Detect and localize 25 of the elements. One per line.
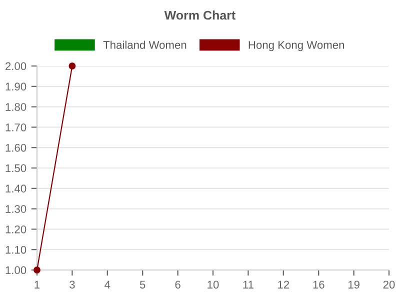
y-tick-label: 1.40 — [6, 184, 26, 193]
x-tick-label: 11 — [243, 280, 254, 288]
x-tick-label: 5 — [140, 280, 146, 289]
x-tick-label: 12 — [278, 280, 290, 288]
y-tick-label: 1.50 — [6, 164, 26, 172]
y-tick-label: 1.80 — [6, 103, 26, 111]
x-tick-label: 6 — [175, 280, 180, 289]
x-tick-label: 16 — [313, 280, 324, 289]
y-tick-label: 1.20 — [6, 225, 26, 234]
y-tick-label: 2.00 — [6, 62, 26, 70]
y-tick-label: 1.70 — [6, 123, 26, 132]
x-tick-label: 3 — [70, 280, 75, 289]
x-tick-label: 1 — [34, 280, 40, 288]
y-tick-label: 1.90 — [6, 82, 26, 91]
x-tick-label: 19 — [348, 280, 360, 289]
legend-label: Hong Kong Women — [248, 41, 344, 52]
x-tick-label: 4 — [104, 280, 110, 288]
y-tick-label: 1.60 — [6, 144, 26, 152]
legend-label: Thailand Women — [103, 40, 186, 49]
y-tick-label: 1.30 — [6, 205, 26, 213]
x-tick-label: 20 — [383, 280, 395, 289]
chart-title: Worm Chart — [164, 10, 236, 20]
y-tick-label: 1.00 — [6, 266, 26, 274]
x-tick-label: 10 — [208, 280, 219, 289]
y-tick-label: 1.10 — [6, 246, 26, 254]
